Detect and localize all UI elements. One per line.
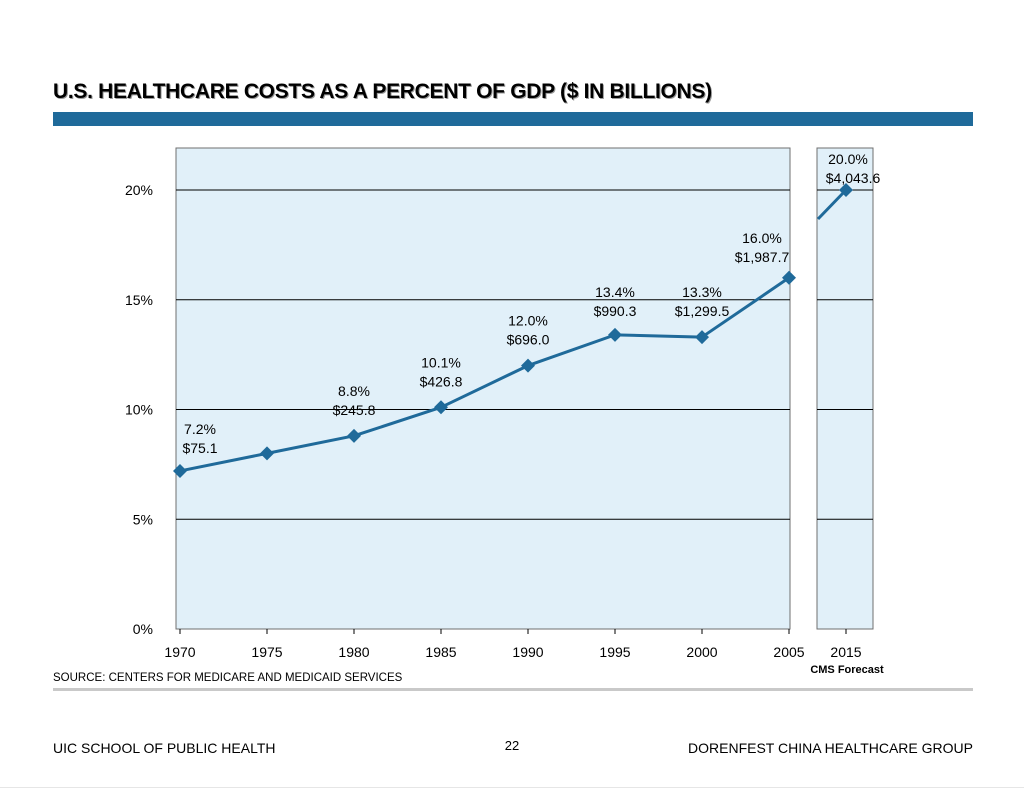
title-bar [53, 112, 973, 126]
y-tick-label: 5% [133, 511, 153, 527]
forecast-label: CMS Forecast [810, 664, 884, 676]
forecast-label-percent: 20.0% [828, 151, 868, 167]
source-note: SOURCE: CENTERS FOR MEDICARE AND MEDICAI… [53, 672, 403, 684]
data-point [782, 270, 796, 285]
source-divider [53, 688, 973, 691]
data-point [434, 400, 448, 415]
data-label-percent: 10.1% [421, 354, 461, 370]
forecast-line [816, 188, 848, 221]
page-title: U.S. HEALTHCARE COSTS AS A PERCENT OF GD… [53, 80, 712, 103]
page-number: 22 [504, 738, 520, 753]
data-label-percent: 12.0% [508, 313, 548, 329]
data-point [347, 428, 361, 443]
data-label-amount: $696.0 [507, 332, 550, 348]
y-tick-label: 0% [133, 621, 153, 637]
bottom-divider [0, 787, 1024, 788]
series-line [179, 276, 790, 473]
data-point [608, 327, 622, 342]
x-tick-label: 2005 [773, 644, 804, 660]
footer-company: DORENFEST CHINA HEALTHCARE GROUP [688, 740, 973, 756]
data-label-percent: 13.3% [682, 284, 722, 300]
data-label-amount: $426.8 [420, 373, 463, 389]
data-label-percent: 16.0% [742, 230, 782, 246]
data-point [521, 358, 535, 373]
forecast-data-point [839, 183, 853, 197]
x-tick-label: 1995 [599, 644, 630, 660]
y-tick-label: 10% [125, 402, 153, 418]
data-label-amount: $990.3 [594, 303, 637, 319]
x-tick-label: 1980 [338, 644, 369, 660]
data-label-amount: $75.1 [182, 440, 217, 456]
x-tick-label: 1975 [251, 644, 282, 660]
data-label-percent: 7.2% [184, 421, 216, 437]
data-label-amount: $245.8 [333, 402, 376, 418]
data-label-percent: 13.4% [595, 284, 635, 300]
forecast-label-amount: $4,043.6 [826, 170, 881, 186]
x-tick-label: 1990 [512, 644, 543, 660]
data-point [695, 330, 709, 345]
data-point [173, 463, 187, 478]
footer-organization: UIC SCHOOL OF PUBLIC HEALTH [53, 740, 276, 756]
x-tick-label: 1985 [425, 644, 456, 660]
x-tick-label: 2015 [830, 644, 861, 660]
data-label-percent: 8.8% [338, 383, 370, 399]
data-point [260, 446, 274, 461]
y-tick-label: 15% [125, 292, 153, 308]
forecast-plot-area [816, 147, 874, 630]
data-label-amount: $1,987.7 [735, 249, 790, 265]
y-tick-label: 20% [125, 182, 153, 198]
data-label-amount: $1,299.5 [675, 303, 730, 319]
x-tick-label: 1970 [164, 644, 195, 660]
x-tick-label: 2000 [686, 644, 717, 660]
